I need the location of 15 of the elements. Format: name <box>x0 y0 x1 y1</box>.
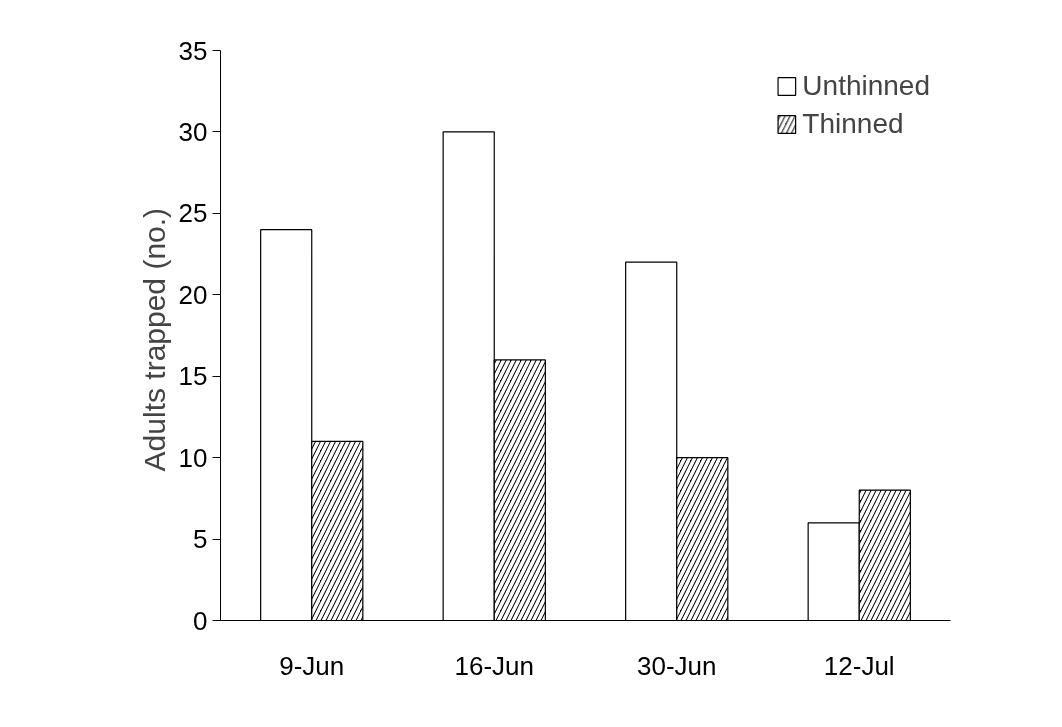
y-tick-label: 15 <box>178 361 208 392</box>
legend-label: Unthinned <box>802 70 930 102</box>
y-tick-label: 35 <box>178 35 208 66</box>
y-axis-title: Adults trapped (no.) <box>137 207 171 472</box>
x-tick-label: 16-Jun <box>454 650 534 681</box>
y-tick-label: 25 <box>178 198 208 229</box>
y-tick-label: 0 <box>193 605 208 636</box>
y-tick-label: 10 <box>178 442 208 473</box>
y-tick-label: 20 <box>178 279 208 310</box>
y-tick-label: 5 <box>193 524 208 555</box>
x-tick-label: 9-Jun <box>279 650 345 681</box>
x-tick-label: 30-Jun <box>637 650 717 681</box>
y-tick-label: 30 <box>178 116 208 147</box>
x-tick-label: 12-Jul <box>823 650 895 681</box>
legend-label: Thinned <box>802 108 904 140</box>
